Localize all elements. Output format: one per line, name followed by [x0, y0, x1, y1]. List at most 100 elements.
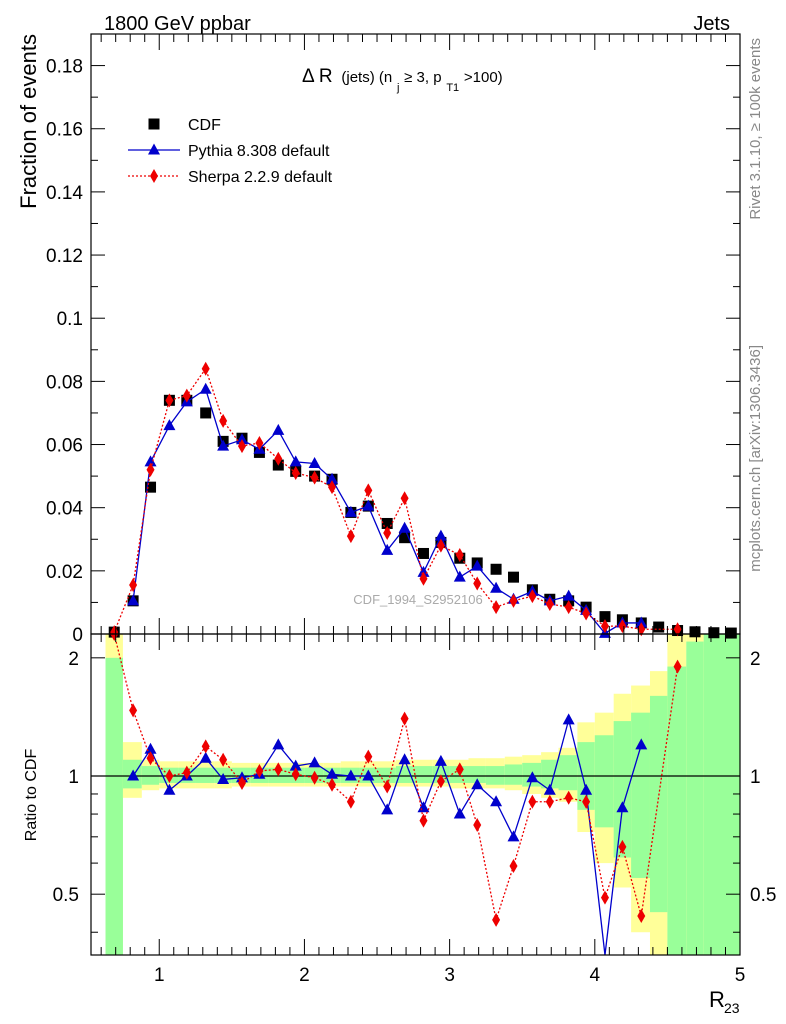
main-point-cdf-21 — [490, 563, 502, 575]
ratio-point-pythia-17 — [434, 754, 447, 766]
main-ytick-label-2: 0.04 — [46, 499, 83, 520]
legend: CDF Pythia 8.308 default Sherpa 2.2.9 defa… — [128, 117, 333, 186]
x-axis-label: R 23 — [709, 987, 740, 1016]
ratio-point-sherpa-21 — [492, 912, 501, 927]
main-point-sherpa-7 — [237, 439, 246, 454]
ratio-point-pythia-28 — [635, 738, 648, 750]
main-point-pythia-17 — [434, 529, 447, 541]
ratio-point-pythia-2 — [163, 783, 176, 795]
axes-frames — [90, 33, 741, 956]
ratio-point-sherpa-14 — [364, 749, 373, 764]
ratio-point-pythia-19 — [471, 778, 484, 790]
main-point-sherpa-17 — [419, 571, 428, 586]
ratio-ytick-label-left-0: 0.5 — [53, 885, 79, 906]
side-label-bottom: mcplots.cern.ch [arXiv:1306.3436] — [747, 345, 764, 572]
plot-title-sub1: j — [396, 82, 399, 94]
ratio-point-sherpa-18 — [436, 774, 445, 789]
ratio-band-green-24 — [541, 759, 559, 789]
main-point-sherpa-8 — [255, 435, 264, 450]
ratio-point-sherpa-25 — [564, 790, 573, 805]
main-point-pythia-19 — [471, 559, 484, 571]
ratio-point-sherpa-23 — [528, 794, 537, 809]
ratio-point-sherpa-10 — [291, 767, 300, 782]
main-point-cdf-5 — [200, 407, 212, 419]
ratio-point-sherpa-12 — [328, 777, 337, 792]
ratio-point-pythia-21 — [507, 830, 520, 842]
x-axis-label-sub: 23 — [724, 1000, 740, 1016]
ratio-plot-frame — [90, 633, 741, 956]
main-point-pythia-15 — [398, 521, 411, 533]
main-point-sherpa-1 — [129, 578, 138, 593]
legend-label-0: CDF — [188, 117, 221, 134]
main-point-sherpa-16 — [400, 491, 409, 506]
main-point-sherpa-26 — [582, 606, 591, 621]
ratio-band-green-32 — [686, 641, 704, 955]
plot-title-sub2: T1 — [446, 82, 459, 94]
ratio-band-green-29 — [631, 712, 650, 878]
main-ytick-label-9: 0.18 — [46, 57, 83, 78]
ratio-point-pythia-5 — [217, 772, 230, 784]
main-point-sherpa-30 — [673, 622, 682, 637]
main-point-sherpa-29 — [637, 622, 646, 637]
ratio-xtick-label-1: 2 — [299, 965, 310, 986]
ratio-point-sherpa-17 — [419, 813, 428, 828]
main-point-pythia-9 — [289, 455, 302, 467]
main-ytick-label-5: 0.1 — [57, 309, 83, 330]
ratio-xtick-label-0: 1 — [154, 965, 165, 986]
plot-title-text3: >100) — [464, 69, 503, 86]
ratio-point-sherpa-20 — [473, 818, 482, 833]
main-point-sherpa-15 — [383, 525, 392, 540]
header-left-label: 1800 GeV ppbar — [104, 13, 251, 35]
main-point-sherpa-19 — [455, 548, 464, 563]
ratio-band-green-22 — [504, 764, 523, 785]
main-point-sherpa-28 — [618, 619, 627, 634]
ratio-point-sherpa-2 — [146, 751, 155, 766]
ratio-point-sherpa-4 — [182, 765, 191, 780]
main-point-sherpa-14 — [364, 483, 373, 498]
header-right-label: Jets — [693, 13, 730, 35]
main-point-pythia-10 — [308, 456, 321, 468]
ratio-point-pythia-0 — [127, 769, 140, 781]
main-point-pythia-0 — [127, 594, 140, 606]
main-ytick-label-7: 0.14 — [46, 183, 83, 204]
watermark: CDF_1994_S2952106 — [353, 592, 482, 607]
ratio-point-pythia-12 — [344, 769, 357, 781]
main-point-pythia-16 — [417, 565, 430, 577]
main-point-sherpa-2 — [146, 462, 155, 477]
main-series — [108, 361, 737, 640]
ratio-point-sherpa-5 — [201, 739, 210, 754]
main-point-pythia-12 — [344, 505, 357, 517]
main-point-pythia-8 — [272, 423, 285, 435]
main-point-sherpa-6 — [219, 413, 228, 428]
ratio-point-pythia-8 — [272, 738, 285, 750]
ratio-point-sherpa-30 — [673, 659, 682, 674]
plot-title-text1: (jets) (n — [341, 69, 392, 86]
ratio-point-pythia-27 — [616, 801, 629, 813]
legend-label-1: Pythia 8.308 default — [188, 143, 330, 160]
ratio-band-green-25 — [558, 755, 578, 791]
ratio-point-pythia-14 — [381, 803, 394, 815]
ratio-point-pythia-11 — [326, 767, 339, 779]
plot-title-text2: ≥ 3, p — [404, 69, 441, 86]
ratio-point-sherpa-19 — [455, 762, 464, 777]
main-ytick-label-3: 0.06 — [46, 436, 83, 457]
ratio-point-sherpa-16 — [400, 711, 409, 726]
ratio-ytick-label-right-2: 2 — [750, 649, 761, 670]
ratio-point-sherpa-11 — [310, 770, 319, 785]
main-point-pythia-13 — [362, 499, 375, 511]
main-point-sherpa-21 — [492, 600, 501, 615]
main-point-pythia-14 — [381, 543, 394, 555]
ratio-ytick-label-left-1: 1 — [68, 767, 79, 788]
main-point-sherpa-4 — [182, 388, 191, 403]
ratio-point-pythia-13 — [362, 769, 375, 781]
ratio-xtick-label-3: 4 — [590, 965, 601, 986]
main-point-sherpa-5 — [201, 361, 210, 376]
main-point-pythia-20 — [490, 581, 503, 593]
main-point-pythia-4 — [199, 382, 212, 394]
legend-marker-0 — [148, 118, 160, 130]
main-point-cdf-17 — [417, 547, 429, 559]
main-point-cdf-30 — [653, 621, 665, 633]
main-point-cdf-27 — [599, 611, 611, 623]
y-axis-label-ratio: Ratio to CDF — [23, 749, 40, 842]
